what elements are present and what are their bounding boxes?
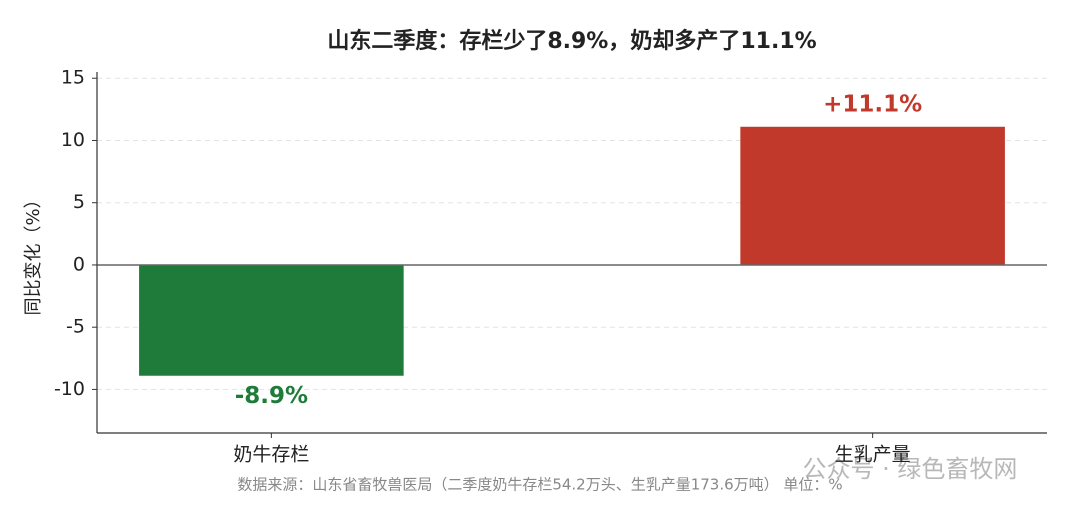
- watermark: 公众号 · 绿色畜牧网: [803, 455, 1018, 483]
- y-tick-label: 5: [73, 191, 85, 213]
- y-tick-label: 15: [61, 67, 85, 89]
- y-tick-label: -5: [66, 316, 85, 338]
- value-label: +11.1%: [823, 91, 922, 117]
- y-tick-label: -10: [54, 378, 85, 400]
- bar: [139, 264, 404, 376]
- y-axis-label: 同比变化（%）: [23, 190, 44, 315]
- y-tick-label: 10: [61, 129, 85, 151]
- source-note: 数据来源：山东省畜牧兽医局（二季度奶牛存栏54.2万头、生乳产量173.6万吨）…: [237, 476, 842, 494]
- x-tick-label: 奶牛存栏: [233, 444, 309, 466]
- x-tick-label: 生乳产量: [835, 444, 911, 466]
- chart-title: 山东二季度：存栏少了8.9%，奶却多产了11.1%: [327, 28, 816, 54]
- value-label: -8.9%: [235, 383, 308, 409]
- bar: [740, 126, 1005, 265]
- y-tick-label: 0: [73, 253, 85, 275]
